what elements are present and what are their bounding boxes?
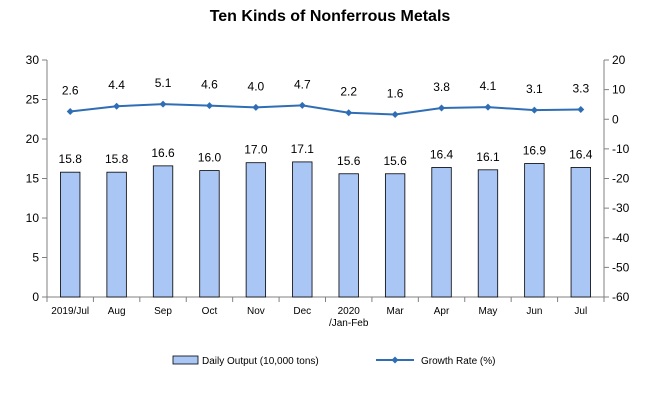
bar	[338, 173, 359, 298]
bar	[245, 162, 267, 298]
line-point	[113, 102, 121, 110]
line-point	[577, 105, 585, 113]
line-data-label: 3.1	[526, 82, 543, 96]
y-right-tick-label: 0	[612, 112, 619, 126]
y-left-tick-label: 30	[26, 53, 40, 67]
line-point	[298, 101, 306, 109]
line-data-label: 5.1	[155, 76, 172, 90]
line-data-label: 2.2	[340, 85, 357, 99]
y-right-tick-label: -20	[612, 172, 630, 186]
x-tick-label: Mar	[387, 306, 405, 317]
y-left-tick-label: 20	[26, 132, 40, 146]
bar	[292, 161, 313, 298]
line-point	[252, 103, 260, 111]
bar-data-label: 16.1	[476, 150, 500, 164]
x-tick-label: 2019/Jul	[51, 306, 89, 317]
x-tick-label: /Jan-Feb	[329, 318, 369, 329]
line-data-label: 3.3	[572, 81, 589, 95]
line-data-label: 4.7	[294, 77, 311, 91]
bar	[431, 167, 452, 298]
line-data-label: 4.1	[480, 79, 497, 93]
x-tick-label: Dec	[293, 306, 311, 317]
line-point	[66, 108, 74, 116]
plot-area: 0 5 10 15 20 25 30 -60 -50 -40 -30 -20 -10 0 10 20 2019/…	[26, 53, 630, 329]
bar-data-label: 16.6	[151, 146, 175, 160]
legend: Daily Output (10,000 tons) Growth Rate (%…	[172, 355, 495, 367]
y-right-tick-label: 20	[612, 53, 626, 67]
bar-data-label: 16.4	[430, 147, 454, 161]
bar-data-label: 15.8	[59, 152, 83, 166]
line-point	[391, 111, 399, 119]
line-data-label: 1.6	[387, 87, 404, 101]
bar	[199, 170, 220, 298]
growth-rate-line	[70, 103, 581, 116]
x-tick-label: May	[479, 306, 498, 317]
bar-data-label: 16.4	[569, 147, 593, 161]
bar	[152, 165, 174, 298]
x-tick-label: Nov	[247, 306, 265, 317]
chart-title: Ten Kinds of Nonferrous Metals	[210, 8, 451, 25]
bar-data-label: 16.0	[198, 151, 222, 165]
bar-data-label: 15.6	[337, 154, 361, 168]
y-left-tick-label: 5	[32, 251, 39, 265]
line-point	[530, 106, 538, 114]
y-right-tick-label: -40	[612, 231, 630, 245]
x-tick-label: Jun	[526, 306, 542, 317]
bar	[570, 167, 591, 298]
x-tick-label: Apr	[434, 306, 450, 317]
legend-swatch-bars	[172, 355, 199, 365]
y-left-tick-label: 15	[26, 172, 40, 186]
legend-label-growth: Growth Rate (%)	[421, 356, 495, 367]
line-data-label: 2.6	[62, 84, 79, 98]
y-right-tick-label: -60	[612, 290, 630, 304]
bar	[524, 163, 545, 298]
bar-data-label: 16.9	[523, 143, 547, 157]
x-tick-label: Aug	[108, 306, 126, 317]
bar-data-label: 15.6	[383, 154, 407, 168]
bar	[60, 171, 81, 298]
line-point	[438, 104, 446, 112]
line-data-label: 4.4	[108, 78, 125, 92]
bar	[106, 171, 127, 298]
x-tick-label: Jul	[574, 306, 587, 317]
bar	[384, 173, 406, 298]
bar-data-label: 17.1	[291, 142, 315, 156]
legend-label-bars: Daily Output (10,000 tons)	[202, 356, 319, 367]
bar-data-label: 17.0	[244, 143, 268, 157]
x-tick-label: 2020	[338, 306, 361, 317]
y-left-tick-label: 0	[32, 290, 39, 304]
y-left-tick-label: 25	[26, 93, 40, 107]
y-right-tick-label: 10	[612, 83, 626, 97]
bar-data-label: 15.8	[105, 152, 129, 166]
y-right-tick-label: -50	[612, 260, 630, 274]
line-data-label: 4.6	[201, 78, 218, 92]
y-right-tick-label: -30	[612, 201, 630, 215]
x-tick-label: Sep	[154, 306, 172, 317]
line-point	[159, 100, 167, 108]
y-right-tick-label: -10	[612, 142, 630, 156]
y-left-tick-label: 10	[26, 211, 40, 225]
line-point	[345, 109, 353, 117]
legend-marker-growth	[391, 356, 399, 364]
line-data-label: 3.8	[433, 80, 450, 94]
x-tick-label: Oct	[202, 306, 218, 317]
line-data-label: 4.0	[248, 79, 265, 93]
line-point	[484, 103, 492, 111]
bar	[477, 169, 499, 298]
line-point	[205, 102, 213, 110]
